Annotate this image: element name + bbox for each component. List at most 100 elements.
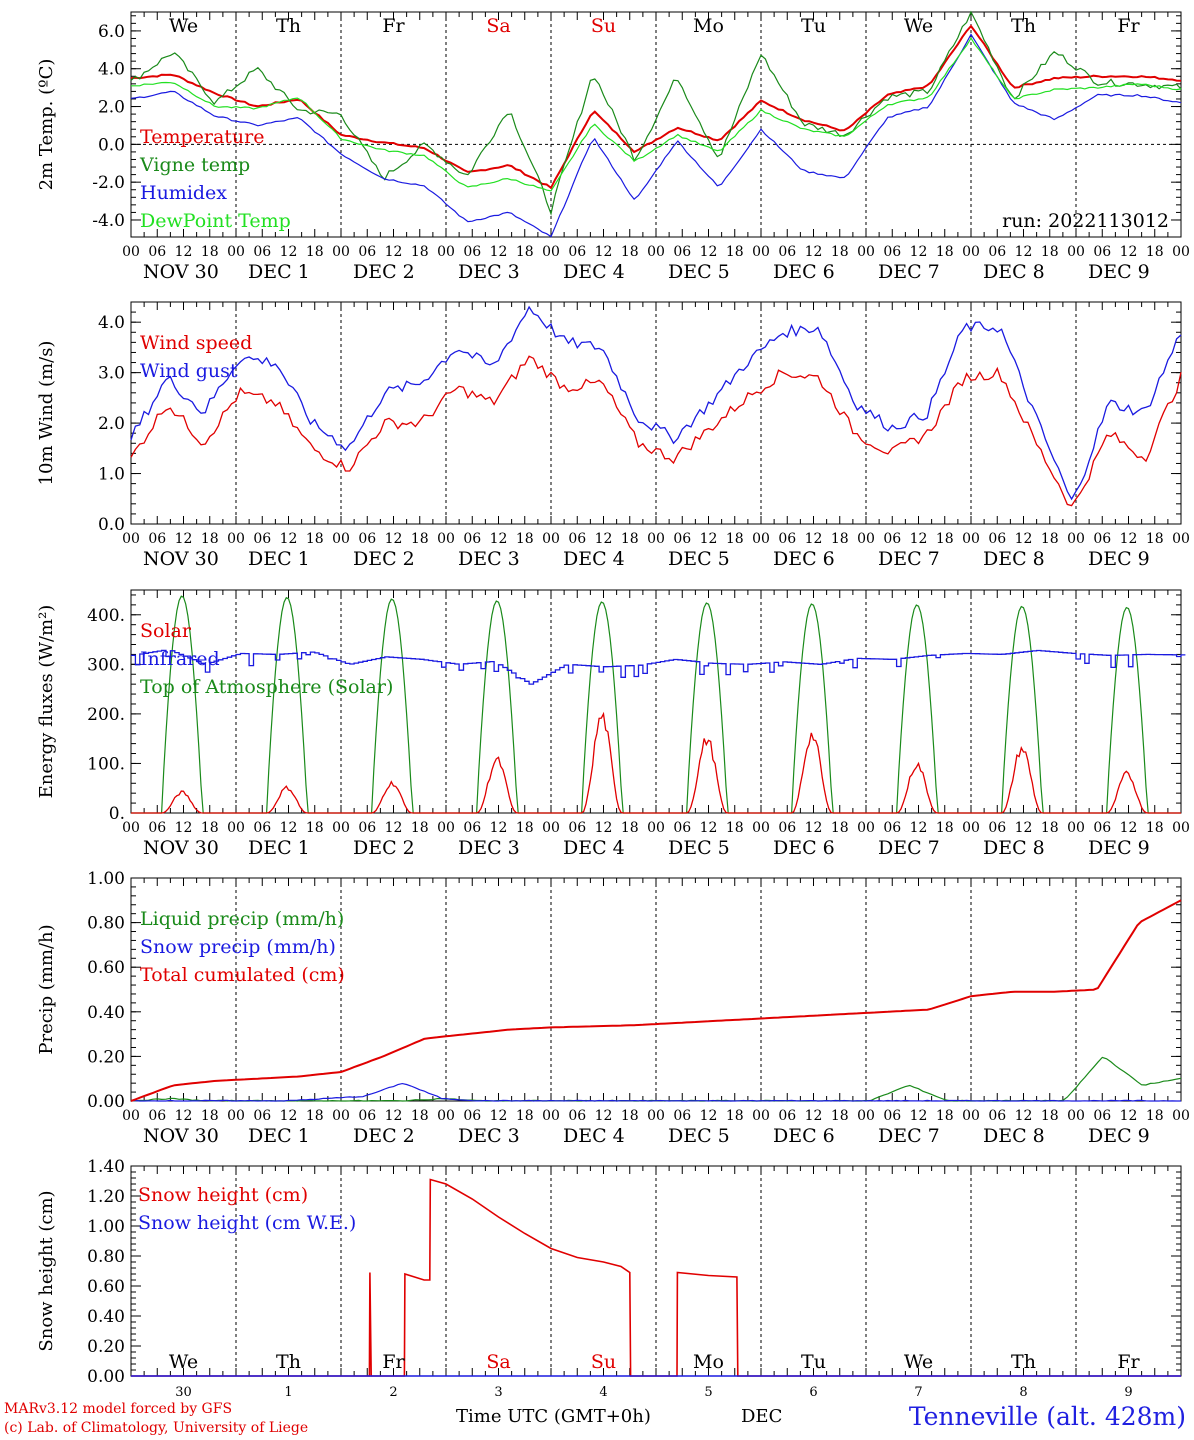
hour-label: 12: [1015, 820, 1033, 836]
panel-1-frame: [130, 11, 1182, 238]
date-label: DEC 8: [983, 837, 1045, 859]
hour-label: 18: [1146, 244, 1164, 260]
hour-label: 06: [988, 1108, 1006, 1124]
hour-label: 06: [568, 244, 586, 260]
hour-label: 06: [673, 531, 691, 547]
y-tick-label: 0.80: [87, 914, 125, 934]
y-tick-label: 1.40: [87, 1157, 125, 1177]
hour-label: 12: [1120, 820, 1138, 836]
date-label: DEC 3: [458, 261, 520, 283]
date-label: DEC 2: [353, 1125, 415, 1147]
date-label: NOV 30: [143, 1125, 219, 1147]
hour-label: 18: [1041, 820, 1059, 836]
hour-label: 18: [621, 244, 639, 260]
hour-label: 12: [595, 1108, 613, 1124]
hour-label: 06: [1093, 1108, 1111, 1124]
hour-label: 18: [1041, 531, 1059, 547]
panel-3-frame: [130, 589, 1182, 814]
day-number-label: 2: [389, 1385, 397, 1400]
y-tick-label: 0.0: [98, 135, 125, 155]
hour-label: 06: [358, 244, 376, 260]
series-line-wind-gust: [130, 305, 1182, 501]
date-label: DEC 3: [458, 548, 520, 570]
hour-label: 18: [201, 244, 219, 260]
series-line-humidex: [130, 33, 1182, 238]
hour-label: 00: [437, 244, 455, 260]
y-axis-label: 2m Temp. (ºC): [36, 59, 57, 191]
hour-label: 00: [542, 820, 560, 836]
y-tick-label: 300.: [87, 655, 125, 675]
legend-liquid-precip-mm-h-: Liquid precip (mm/h): [140, 908, 344, 930]
hour-label: 00: [227, 820, 245, 836]
legend-humidex: Humidex: [140, 182, 227, 204]
date-label: DEC 1: [248, 548, 310, 570]
date-label: DEC 8: [983, 548, 1045, 570]
hour-label: 12: [175, 244, 193, 260]
day-number-label: 5: [704, 1385, 712, 1400]
hour-label: 00: [332, 820, 350, 836]
hour-label: 06: [673, 1108, 691, 1124]
date-label: DEC 8: [983, 261, 1045, 283]
date-label: DEC 1: [248, 261, 310, 283]
y-tick-label: 6.0: [98, 22, 125, 42]
hour-label: 18: [306, 244, 324, 260]
hour-label: 12: [385, 820, 403, 836]
y-tick-label: 2.0: [98, 414, 125, 434]
weekday-label: We: [904, 1351, 933, 1373]
hour-label: 06: [148, 244, 166, 260]
hour-label: 12: [700, 820, 718, 836]
series-line-dewpoint-temp: [131, 36, 1182, 192]
weekday-label: Sa: [486, 1351, 510, 1373]
hour-label: 00: [962, 531, 980, 547]
hour-label: 00: [1172, 820, 1190, 836]
date-label: DEC 8: [983, 1125, 1045, 1147]
weekday-label: Th: [276, 15, 301, 37]
hour-label: 00: [1067, 244, 1085, 260]
hour-label: 00: [122, 244, 140, 260]
date-label: DEC 2: [353, 261, 415, 283]
weekday-label: We: [904, 15, 933, 37]
day-number-label: 9: [1124, 1385, 1132, 1400]
hour-label: 00: [752, 531, 770, 547]
weekday-label: Su: [591, 15, 616, 37]
hour-label: 12: [910, 1108, 928, 1124]
y-tick-label: 100.: [87, 754, 125, 774]
hour-label: 00: [332, 244, 350, 260]
day-number-label: 3: [494, 1385, 502, 1400]
hour-label: 12: [595, 531, 613, 547]
y-tick-label: 0.: [109, 804, 125, 824]
y-tick-label: 0.20: [87, 1047, 125, 1067]
date-label: DEC 9: [1088, 261, 1150, 283]
y-tick-label: 1.00: [87, 869, 125, 889]
date-label: DEC 6: [773, 1125, 835, 1147]
weekday-label: Fr: [382, 1351, 405, 1373]
y-axis-label: 10m Wind (m/s): [36, 341, 57, 486]
hour-label: 18: [936, 1108, 954, 1124]
series-line-wind-speed: [130, 355, 1182, 507]
copyright-credit: (c) Lab. of Climatology, University of L…: [4, 1420, 309, 1436]
hour-label: 06: [148, 531, 166, 547]
hour-label: 12: [385, 244, 403, 260]
legend-snow-height-cm-w-e-: Snow height (cm W.E.): [138, 1212, 356, 1234]
hour-label: 12: [805, 1108, 823, 1124]
hour-label: 12: [805, 531, 823, 547]
hour-label: 06: [358, 820, 376, 836]
y-tick-label: 0.40: [87, 1307, 125, 1327]
hour-label: 12: [805, 820, 823, 836]
hour-label: 18: [1146, 531, 1164, 547]
weekday-label: Fr: [382, 15, 405, 37]
hour-label: 18: [201, 531, 219, 547]
date-label: DEC 7: [878, 837, 940, 859]
hour-label: 18: [411, 531, 429, 547]
weekday-label: Mo: [693, 1351, 724, 1373]
hour-label: 18: [1041, 244, 1059, 260]
hour-label: 12: [1120, 531, 1138, 547]
hour-label: 00: [122, 531, 140, 547]
date-label: DEC 4: [563, 1125, 625, 1147]
hour-label: 12: [910, 820, 928, 836]
hour-label: 00: [647, 1108, 665, 1124]
weekday-label: We: [169, 1351, 198, 1373]
hour-label: 06: [148, 820, 166, 836]
hour-label: 00: [227, 1108, 245, 1124]
day-number-label: 30: [175, 1385, 192, 1400]
